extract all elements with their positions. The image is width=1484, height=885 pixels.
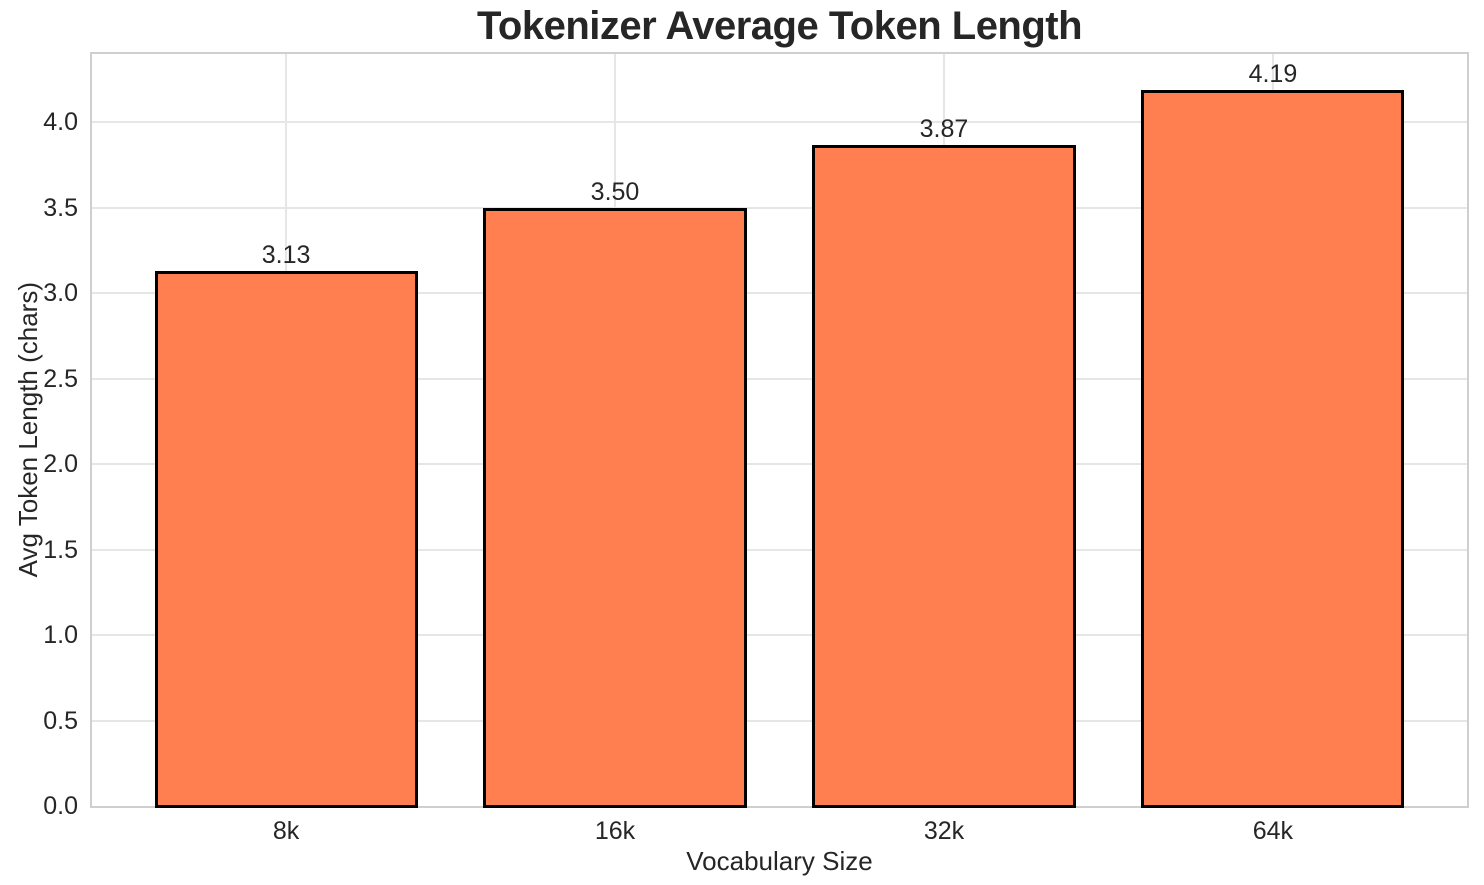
bar-32k <box>812 144 1076 808</box>
x-tick-label: 16k <box>594 817 636 845</box>
h-gridline <box>92 634 1467 637</box>
y-tick-label: 2.0 <box>43 450 78 479</box>
y-tick-label: 2.5 <box>43 364 78 393</box>
x-tick-label: 64k <box>1252 817 1294 845</box>
bar-16k <box>483 207 747 808</box>
bar-value-label: 3.50 <box>590 177 640 206</box>
y-tick-label: 4.0 <box>43 108 78 137</box>
y-tick-label: 0.5 <box>43 706 78 735</box>
x-axis-label: Vocabulary Size <box>686 846 873 876</box>
plot-area: 3.13 3.50 3.87 4.19 <box>90 52 1469 808</box>
y-tick-label: 1.0 <box>43 621 78 650</box>
x-tick-label: 8k <box>272 817 300 845</box>
bar-value-label: 4.19 <box>1248 59 1298 88</box>
chart-title: Tokenizer Average Token Length <box>476 4 1083 48</box>
bar-64k <box>1141 89 1405 808</box>
h-gridline <box>92 121 1467 124</box>
y-tick-label: 1.5 <box>43 535 78 564</box>
h-gridline <box>92 292 1467 295</box>
y-tick-label: 3.5 <box>43 193 78 222</box>
h-gridline <box>92 463 1467 466</box>
y-tick-label: 3.0 <box>43 279 78 308</box>
bar-value-label: 3.13 <box>261 241 311 270</box>
x-tick-label: 32k <box>923 817 965 845</box>
y-axis-label: Avg Token Length (chars) <box>12 282 43 578</box>
bar-8k <box>154 271 418 808</box>
h-gridline <box>92 719 1467 722</box>
h-gridline <box>92 377 1467 380</box>
h-gridline <box>92 206 1467 209</box>
y-axis-label-wrap: Avg Token Length (chars) <box>0 52 56 808</box>
h-gridline <box>92 548 1467 551</box>
y-tick-label: 0.0 <box>43 792 78 820</box>
bar-value-label: 3.87 <box>919 114 969 143</box>
